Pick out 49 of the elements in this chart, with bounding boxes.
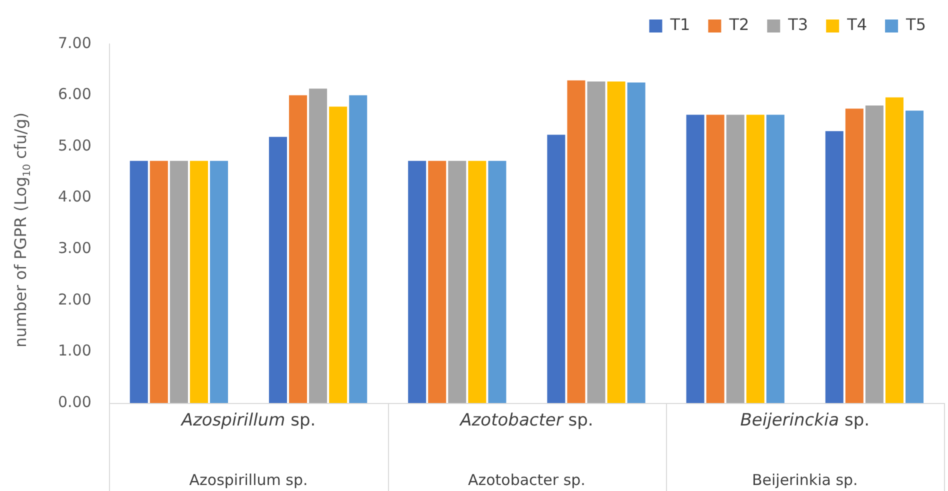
bar [547, 134, 566, 403]
bar [587, 81, 606, 403]
y-tick-label: 1.00 [58, 342, 92, 360]
bar [766, 114, 784, 403]
legend-label: T1 [669, 15, 690, 34]
bar [130, 160, 148, 403]
bar [210, 160, 228, 403]
bar [746, 114, 764, 403]
y-tick-label: 5.00 [58, 136, 92, 154]
legend-label: T4 [846, 15, 868, 34]
text: Beijerinckia sp. [740, 410, 870, 430]
bar [706, 114, 724, 403]
bar [488, 160, 506, 403]
bar [468, 160, 486, 403]
text: Beijerinkia sp. [752, 470, 858, 489]
text: Azotobacter sp. [468, 470, 586, 489]
legend-label: T3 [787, 15, 808, 34]
text: Azospirillum sp. [180, 410, 316, 430]
text: Azotobacter sp. [459, 410, 594, 430]
bar [349, 95, 368, 403]
legend-label: T2 [728, 15, 750, 34]
y-tick-label: 4.00 [58, 188, 92, 206]
text: Azospirillum sp. [189, 470, 308, 489]
bar [150, 160, 168, 403]
y-tick-label: 7.00 [58, 34, 92, 52]
bar [627, 82, 646, 403]
y-tick-label: 3.00 [58, 239, 92, 258]
bar [686, 114, 704, 403]
bar [408, 160, 426, 403]
bar [190, 160, 208, 403]
bar [428, 160, 446, 403]
bar [567, 80, 586, 403]
bar [905, 110, 924, 403]
bar [885, 97, 904, 403]
y-tick-label: 6.00 [58, 85, 92, 104]
bar [448, 160, 466, 403]
bar [845, 108, 864, 403]
y-tick-label: 0.00 [58, 392, 92, 411]
y-tick-label: 2.00 [58, 290, 92, 308]
bar [607, 81, 626, 403]
bar [726, 114, 744, 403]
bar [825, 131, 844, 403]
bar [309, 88, 328, 403]
bar [289, 95, 308, 403]
legend-label: T5 [905, 15, 926, 34]
bar [170, 160, 188, 403]
bar [329, 106, 348, 403]
bar [268, 136, 287, 403]
bar [865, 106, 884, 403]
